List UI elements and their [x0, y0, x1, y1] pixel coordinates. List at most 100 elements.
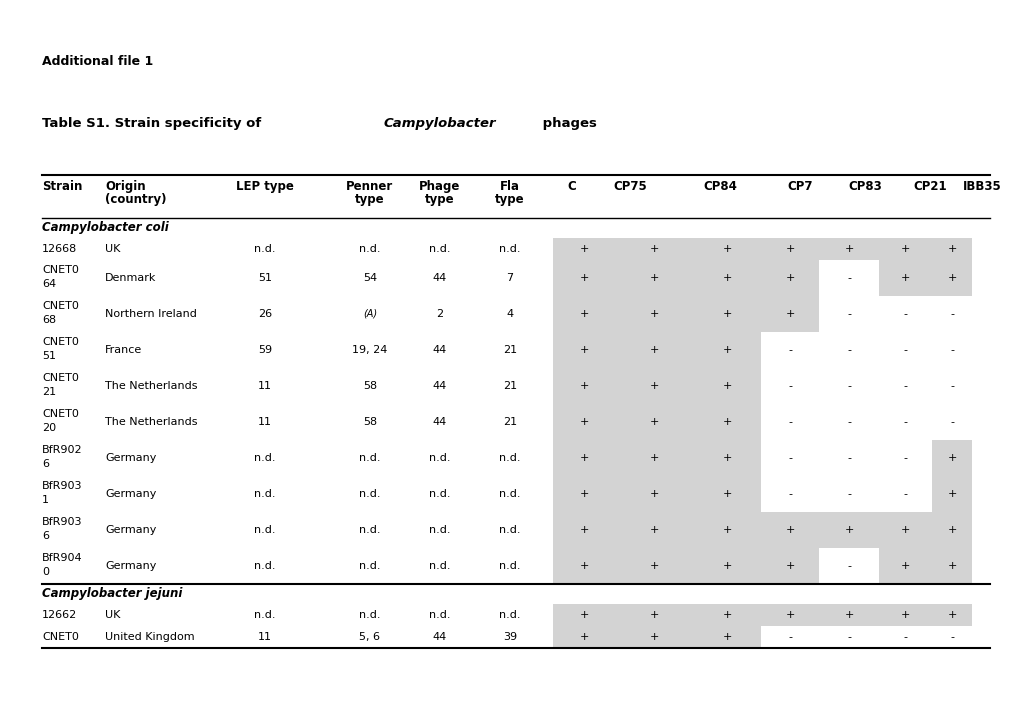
Text: BfR903: BfR903 [42, 517, 83, 527]
Bar [878, 238, 931, 260]
Text: -: - [788, 632, 791, 642]
Text: n.d.: n.d. [254, 561, 275, 571]
Bar [615, 548, 692, 584]
Text: +: + [721, 309, 731, 319]
Text: n.d.: n.d. [429, 610, 450, 620]
Text: Campylobacter coli: Campylobacter coli [42, 221, 168, 234]
Text: 51: 51 [42, 351, 56, 361]
Text: 11: 11 [258, 632, 272, 642]
Text: CP75: CP75 [612, 180, 646, 193]
Bar [818, 604, 878, 626]
Bar [615, 260, 692, 296]
Text: CP21: CP21 [912, 180, 946, 193]
Text: 44: 44 [432, 417, 446, 427]
Text: +: + [579, 610, 589, 620]
Text: 7: 7 [506, 273, 513, 283]
Text: -: - [788, 417, 791, 427]
Text: +: + [900, 273, 909, 283]
Text: +: + [579, 417, 589, 427]
Text: Strain: Strain [42, 180, 83, 193]
Text: (A): (A) [363, 309, 377, 319]
Text: CNET0: CNET0 [42, 337, 78, 347]
Bar [552, 332, 615, 368]
Text: 0: 0 [42, 567, 49, 577]
Text: +: + [900, 244, 909, 254]
Text: LEP type: LEP type [235, 180, 293, 193]
Text: The Netherlands: The Netherlands [105, 381, 198, 391]
Text: +: + [785, 610, 794, 620]
Text: +: + [579, 309, 589, 319]
Bar [615, 476, 692, 512]
Text: n.d.: n.d. [359, 610, 380, 620]
Text: +: + [844, 610, 853, 620]
Text: n.d.: n.d. [254, 525, 275, 535]
Bar [692, 404, 760, 440]
Text: -: - [949, 309, 953, 319]
Bar [931, 604, 971, 626]
Text: type: type [494, 193, 525, 206]
Text: -: - [846, 561, 850, 571]
Text: 6: 6 [42, 531, 49, 541]
Text: +: + [785, 309, 794, 319]
Bar [615, 604, 692, 626]
Text: +: + [649, 489, 658, 499]
Text: -: - [949, 345, 953, 355]
Bar [818, 512, 878, 548]
Text: +: + [785, 525, 794, 535]
Text: n.d.: n.d. [498, 610, 521, 620]
Text: 59: 59 [258, 345, 272, 355]
Text: +: + [900, 610, 909, 620]
Text: n.d.: n.d. [359, 525, 380, 535]
Text: -: - [949, 632, 953, 642]
Bar [692, 238, 760, 260]
Text: n.d.: n.d. [429, 525, 450, 535]
Text: +: + [721, 273, 731, 283]
Bar [552, 626, 615, 648]
Text: 44: 44 [432, 273, 446, 283]
Text: 21: 21 [502, 417, 517, 427]
Text: +: + [649, 381, 658, 391]
Text: Campylobacter: Campylobacter [383, 117, 496, 130]
Text: 12662: 12662 [42, 610, 77, 620]
Text: +: + [579, 345, 589, 355]
Bar [615, 404, 692, 440]
Text: -: - [788, 453, 791, 463]
Text: +: + [721, 632, 731, 642]
Bar [760, 548, 818, 584]
Text: CP7: CP7 [787, 180, 812, 193]
Text: BfR904: BfR904 [42, 553, 83, 563]
Text: UK: UK [105, 244, 120, 254]
Text: 6: 6 [42, 459, 49, 469]
Bar [615, 332, 692, 368]
Text: n.d.: n.d. [254, 453, 275, 463]
Text: 44: 44 [432, 345, 446, 355]
Text: 68: 68 [42, 315, 56, 325]
Text: n.d.: n.d. [254, 489, 275, 499]
Text: +: + [649, 417, 658, 427]
Text: Germany: Germany [105, 525, 156, 535]
Bar [818, 238, 878, 260]
Text: 4: 4 [506, 309, 513, 319]
Text: 12668: 12668 [42, 244, 77, 254]
Text: +: + [947, 525, 956, 535]
Text: Table S1. Strain specificity of: Table S1. Strain specificity of [42, 117, 266, 130]
Text: +: + [947, 453, 956, 463]
Text: +: + [649, 453, 658, 463]
Text: 11: 11 [258, 381, 272, 391]
Text: 20: 20 [42, 423, 56, 433]
Bar [931, 260, 971, 296]
Text: 21: 21 [502, 345, 517, 355]
Text: +: + [947, 489, 956, 499]
Text: n.d.: n.d. [359, 244, 380, 254]
Text: -: - [949, 381, 953, 391]
Text: C: C [567, 180, 576, 193]
Bar [615, 626, 692, 648]
Text: (country): (country) [105, 193, 166, 206]
Text: +: + [579, 489, 589, 499]
Text: +: + [947, 273, 956, 283]
Bar [552, 368, 615, 404]
Text: Fla: Fla [499, 180, 520, 193]
Text: 44: 44 [432, 381, 446, 391]
Text: Germany: Germany [105, 489, 156, 499]
Text: +: + [721, 489, 731, 499]
